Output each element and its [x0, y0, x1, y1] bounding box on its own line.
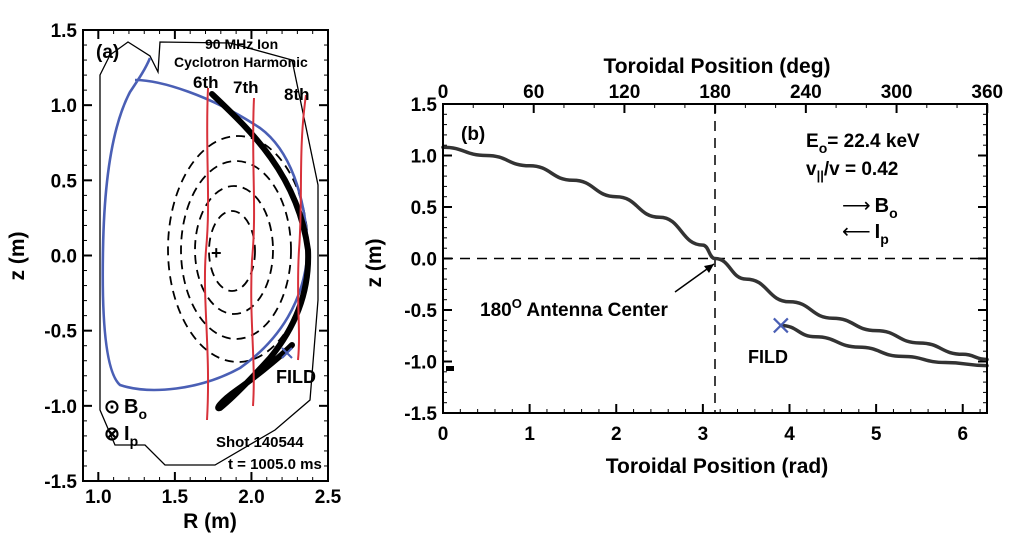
x2-tick-label: 360 — [971, 82, 1003, 103]
panel-b-series — [441, 145, 989, 368]
x2-tick-label: 180 — [699, 82, 731, 103]
panel-b-frame — [442, 103, 988, 414]
y-tick-label: 1.0 — [411, 147, 437, 168]
x-tick-label: 3 — [698, 424, 709, 445]
pitch-label: v||/v = 0.42 — [806, 159, 898, 183]
fild-label-b: FILD — [748, 347, 788, 367]
panel-a-label: (a) — [96, 42, 119, 63]
panel-a-x-title: R (m) — [183, 510, 237, 533]
y-tick-label: -1.5 — [44, 472, 77, 493]
x-tick-label: 2 — [611, 424, 622, 445]
x-tick-label: 6 — [957, 424, 968, 445]
panel-a-tick-labels: 1.0 1.5 2.0 2.5 1.5 1.0 0.5 0.0 -0.5 -1.0 -1.5 — [44, 21, 341, 508]
antenna-center-label: 180O Antenna Center — [480, 296, 668, 321]
panel-b-x2-title: Toroidal Position (deg) — [603, 55, 830, 78]
y-tick-label: 1.0 — [51, 96, 77, 117]
antenna-arrowhead — [704, 264, 714, 273]
x-tick-label: 0 — [438, 424, 449, 445]
x2-tick-label: 0 — [438, 82, 449, 103]
y-tick-label: 1.5 — [411, 95, 438, 116]
harmonic-8th-label: 8th — [284, 85, 310, 104]
y-tick-label: 0.5 — [411, 198, 438, 219]
flux-surface — [194, 185, 274, 315]
y-tick-label: -1.0 — [44, 397, 77, 418]
y-tick-label: 1.5 — [51, 21, 78, 42]
bo-symbol-a: ⊙ — [104, 397, 120, 418]
fild-marker-b — [773, 317, 789, 334]
ip-symbol-a: ⊗ — [104, 424, 120, 445]
panel-b: 0 1 2 3 4 5 60 60 120 180 240 300 3601.51.00.50.0-0.… — [363, 55, 1003, 478]
fild-marker-stroke — [773, 317, 789, 334]
ip-label-a: Ip — [124, 423, 138, 449]
x-tick-label: 5 — [871, 424, 882, 445]
x-tick-label: 1.5 — [162, 487, 189, 508]
y-tick-label: -1.0 — [404, 353, 437, 374]
bo-label-a: Bo — [124, 396, 147, 422]
separatrix — [101, 57, 310, 392]
fild-marker-a — [281, 347, 293, 359]
orbit-series-1 — [441, 145, 989, 362]
y-tick-label: 0.5 — [51, 171, 78, 192]
x-tick-label: 2.5 — [315, 487, 342, 508]
fild-label-a: FILD — [276, 367, 316, 387]
x2-tick-label: 300 — [881, 82, 913, 103]
shot-label: Shot 140544 — [216, 434, 304, 451]
harmonic-7th-label: 7th — [233, 78, 259, 97]
x-tick-label: 2.0 — [238, 487, 264, 508]
harmonic-heading-1: 90 MHz Ion — [205, 36, 278, 52]
panel-a-y-title: z (m) — [6, 232, 29, 281]
harmonic-heading-2: Cyclotron Harmonic — [174, 54, 308, 70]
orbit-series-2 — [779, 323, 989, 368]
resonance-6th — [203, 87, 210, 421]
y-tick-label: 0.0 — [411, 250, 437, 271]
fast-ion-orbit — [209, 91, 312, 412]
panel-a: 1.0 1.5 2.0 2.5 1.5 1.0 0.5 0.0 -0.5 -1.0 -1.5 + (… — [6, 21, 342, 533]
resonance-7th — [250, 97, 256, 407]
x2-tick-label: 60 — [523, 82, 544, 103]
y-tick-label: -1.5 — [404, 404, 437, 425]
vessel-wall — [99, 41, 319, 466]
bo-label-b: ⟶ Bo — [842, 195, 898, 221]
y-tick-label: -0.5 — [404, 301, 437, 322]
x2-tick-label: 120 — [609, 82, 641, 103]
x-tick-label: 1 — [524, 424, 535, 445]
harmonic-6th-label: 6th — [193, 73, 219, 92]
time-label: t = 1005.0 ms — [228, 456, 322, 473]
panel-b-x-title: Toroidal Position (rad) — [606, 455, 828, 478]
panel-b-label: (b) — [461, 124, 485, 145]
x-tick-label: 4 — [784, 424, 795, 445]
edge-mark — [446, 366, 454, 371]
y-tick-label: -0.5 — [44, 322, 77, 343]
flux-surface — [208, 210, 256, 292]
y-tick-label: 0.0 — [51, 247, 77, 268]
x2-tick-label: 240 — [790, 82, 822, 103]
ip-label-b: ⟵ Ip — [842, 221, 889, 247]
energy-label: Eo= 22.4 keV — [806, 131, 920, 156]
resonance-8th — [297, 94, 307, 361]
panel-a-frame — [82, 29, 329, 482]
x-tick-label: 1.0 — [85, 487, 111, 508]
flux-surface — [180, 160, 292, 340]
panel-b-tick-labels: 0 1 2 3 4 5 60 60 120 180 240 300 3601.51.00.50.0-0.… — [404, 82, 1003, 445]
magnetic-axis-mark: + — [211, 243, 222, 263]
panel-b-y-title: z (m) — [363, 239, 386, 288]
